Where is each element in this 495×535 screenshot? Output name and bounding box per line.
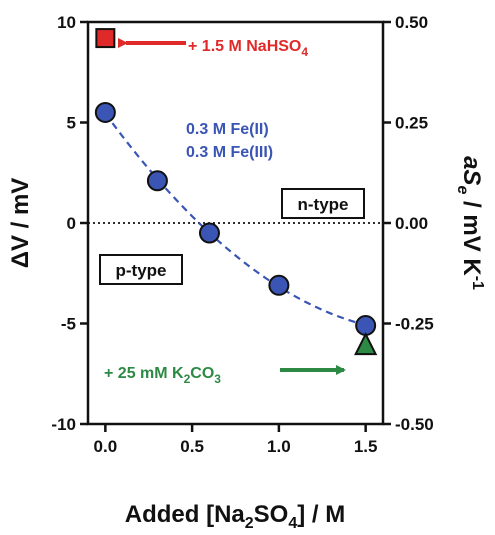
y-tick-label-right: 0.25 <box>395 114 428 133</box>
data-point-square <box>95 28 116 49</box>
data-point-circle <box>94 101 116 123</box>
data-point-triangle <box>354 331 378 356</box>
annotation-k2co3: + 25 mM K2CO3 <box>104 365 221 386</box>
ntype-label: n-type <box>298 195 349 214</box>
fit-curve <box>104 112 366 327</box>
data-point-circle <box>268 274 290 296</box>
y-tick-label-right: 0.50 <box>395 13 428 32</box>
annotation-nahso4: + 1.5 M NaHSO4 <box>188 38 308 59</box>
y-tick-label-left: -10 <box>51 415 76 434</box>
x-tick-label: 1.0 <box>267 437 291 456</box>
ntype-box <box>281 188 365 219</box>
points-layer <box>94 28 378 356</box>
data-point-circle <box>198 222 220 244</box>
y-tick-label-left: 10 <box>57 13 76 32</box>
x-axis-title: Added [Na2SO4] / M <box>125 501 346 532</box>
annotation-fe2: 0.3 M Fe(II) <box>186 121 269 138</box>
annotation-fe3: 0.3 M Fe(III) <box>186 144 273 161</box>
y-tick-label-left: -5 <box>61 315 76 334</box>
y-tick-label-right: -0.50 <box>395 415 434 434</box>
tick-layer: 0.0 0.5 1.0 1.5 10 5 0 -5 -10 0.50 0.25 0.00 -0.25 -0… <box>51 13 433 456</box>
y-axis-title-right: aSe / mV K-1 <box>454 156 486 290</box>
x-tick-label: 0.5 <box>180 437 204 456</box>
x-tick-label: 0.0 <box>94 437 118 456</box>
data-point-circle <box>146 170 168 192</box>
y-tick-label-right: 0.00 <box>395 214 428 233</box>
y-tick-label-right: -0.25 <box>395 315 434 334</box>
lines-layer <box>88 112 383 327</box>
ptype-label: p-type <box>116 261 167 280</box>
ptype-box <box>99 254 183 285</box>
y-tick-label-left: 5 <box>67 114 76 133</box>
y-axis-title-left: ΔV / mV <box>7 178 34 269</box>
y-tick-label-left: 0 <box>67 214 76 233</box>
x-tick-label: 1.5 <box>354 437 378 456</box>
